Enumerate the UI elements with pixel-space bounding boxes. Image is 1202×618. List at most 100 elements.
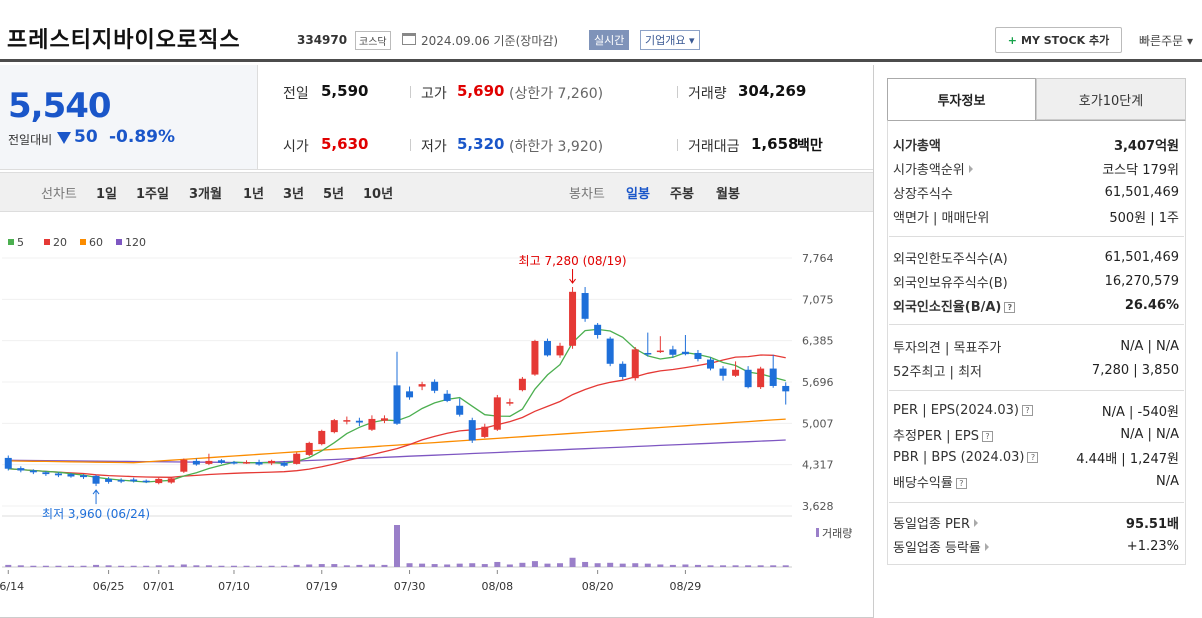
- add-my-stock-button[interactable]: + MY STOCK 추가: [995, 27, 1122, 53]
- candle-body: [205, 460, 213, 464]
- candle-body: [180, 459, 188, 472]
- candle-body: [393, 385, 401, 424]
- tab-investment-info[interactable]: 투자정보: [887, 78, 1036, 120]
- volume-bar: [205, 565, 212, 567]
- volume-bar: [218, 565, 225, 567]
- stock-header: [0, 0, 1202, 62]
- volume-bar: [557, 563, 564, 567]
- volume-bar: [306, 564, 313, 567]
- info-label: 외국인한도주식수(A): [893, 251, 1008, 267]
- realtime-button[interactable]: 실시간: [589, 30, 630, 50]
- candle-body: [719, 368, 727, 376]
- info-label-wrap: PER | EPS(2024.03)?: [893, 403, 1033, 418]
- high-value: 5,690: [457, 82, 505, 100]
- amount-label: 거래대금: [688, 139, 740, 155]
- candle-body: [481, 426, 489, 437]
- ma20-line: [8, 354, 786, 478]
- candle-body: [293, 453, 301, 464]
- price-chart[interactable]: 5 20 60 120 7,764 7,075 6,385 5,696 5,007 4,317 3,…: [0, 212, 873, 617]
- candle-body: [80, 475, 88, 478]
- volume-bar: [782, 565, 789, 567]
- period-5y[interactable]: 5년: [323, 187, 345, 202]
- y-tick-label: 5,007: [802, 417, 834, 430]
- volume-label: 거래량: [688, 86, 727, 102]
- stock-name: 프레스티지바이오로직스: [7, 28, 241, 53]
- info-row-foreign-holding: 외국인보유주식수(B) 16,270,579: [893, 270, 1179, 292]
- low-value: 5,320: [457, 135, 505, 153]
- tab-daily[interactable]: 일봉: [626, 187, 650, 202]
- info-value: 4.44배 | 1,247원: [1076, 451, 1179, 467]
- x-tick-label: 07/30: [394, 580, 426, 593]
- volume-bar: [55, 565, 62, 567]
- candle-body: [681, 351, 689, 355]
- volume-bar: [544, 563, 551, 567]
- volume-bar: [80, 565, 87, 567]
- volume-bar: [230, 565, 237, 567]
- info-label-wrap: PBR | BPS (2024.03)?: [893, 449, 1039, 465]
- period-1y[interactable]: 1년: [243, 187, 265, 202]
- info-row-industry-per[interactable]: 동일업종 PER 95.51배: [893, 511, 1179, 533]
- investment-info-panel: [887, 120, 1186, 565]
- ma60-line: [8, 418, 786, 464]
- change-value: 50: [74, 127, 98, 147]
- help-icon[interactable]: ?: [1004, 301, 1016, 313]
- caret-right-icon: [968, 164, 973, 173]
- info-label: PBR | BPS (2024.03): [893, 449, 1025, 465]
- period-1d[interactable]: 1일: [96, 187, 118, 202]
- info-label-wrap: 외국인소진율(B/A)?: [893, 296, 1016, 315]
- high-annotation: 최고 7,280 (08/19): [519, 254, 627, 268]
- help-icon[interactable]: ?: [955, 477, 967, 489]
- help-icon[interactable]: ?: [1027, 451, 1039, 463]
- company-overview-dropdown[interactable]: 기업개요 ▾: [640, 30, 700, 50]
- tab-monthly[interactable]: 월봉: [716, 187, 740, 202]
- candle-body: [305, 442, 313, 455]
- help-icon[interactable]: ?: [981, 430, 993, 442]
- period-3m[interactable]: 3개월: [189, 187, 222, 202]
- down-arrow-icon: [57, 132, 71, 144]
- divider: [889, 390, 1184, 391]
- info-label-wrap: 배당수익률?: [893, 472, 967, 491]
- info-value: N/A: [1156, 473, 1179, 489]
- candle-body: [732, 369, 740, 376]
- info-value: 16,270,579: [1104, 273, 1179, 289]
- y-tick-label: 4,317: [802, 459, 834, 472]
- period-10y[interactable]: 10년: [363, 187, 394, 202]
- info-label: 외국인보유주식수(B): [893, 275, 1008, 291]
- candle-body: [493, 397, 501, 430]
- tab-weekly[interactable]: 주봉: [670, 187, 694, 202]
- volume-bar: [607, 562, 614, 567]
- volume-bar: [193, 565, 200, 567]
- candle-body: [569, 291, 577, 346]
- candle-body: [706, 359, 714, 369]
- info-label: 배당수익률: [893, 475, 953, 491]
- candle-chart-label: 봉차트: [569, 187, 605, 202]
- lower-limit: (하한가 3,920): [509, 139, 604, 155]
- candle-body: [105, 478, 113, 482]
- upper-limit: (상한가 7,260): [509, 86, 604, 102]
- help-icon[interactable]: ?: [1021, 404, 1033, 416]
- stock-code: 334970: [297, 33, 348, 47]
- x-tick-label: 07/10: [218, 580, 250, 593]
- low-annotation: 최저 3,960 (06/24): [42, 507, 150, 521]
- y-tick-label: 3,628: [802, 500, 834, 513]
- legend-swatch: [44, 239, 50, 245]
- volume-bar: [67, 565, 74, 567]
- quick-order-dropdown[interactable]: 빠른주문 ▾: [1139, 34, 1193, 48]
- current-price: 5,540: [8, 86, 112, 126]
- info-row-opinion: 투자의견 | 목표주가 N/A | N/A: [893, 335, 1179, 357]
- info-row-par-value: 액면가 | 매매단위 500원 | 1주: [893, 205, 1179, 227]
- tab-orderbook-10[interactable]: 호가10단계: [1036, 78, 1186, 120]
- volume-bar: [406, 563, 413, 567]
- info-row-market-cap-rank[interactable]: 시가총액순위 코스닥 179위: [893, 157, 1179, 179]
- candle-body: [656, 350, 664, 353]
- period-3y[interactable]: 3년: [283, 187, 305, 202]
- period-1w[interactable]: 1주일: [136, 187, 169, 202]
- info-row-industry-change[interactable]: 동일업종 등락률 +1.23%: [893, 535, 1179, 557]
- change-percent: -0.89%: [109, 127, 176, 147]
- candle-body: [280, 462, 288, 466]
- candle-body: [268, 460, 276, 464]
- volume-bar: [469, 563, 476, 567]
- candle-body: [468, 420, 476, 441]
- info-row-foreign-ratio: 외국인소진율(B/A)? 26.46%: [893, 294, 1179, 316]
- y-tick-label: 5,696: [802, 376, 834, 389]
